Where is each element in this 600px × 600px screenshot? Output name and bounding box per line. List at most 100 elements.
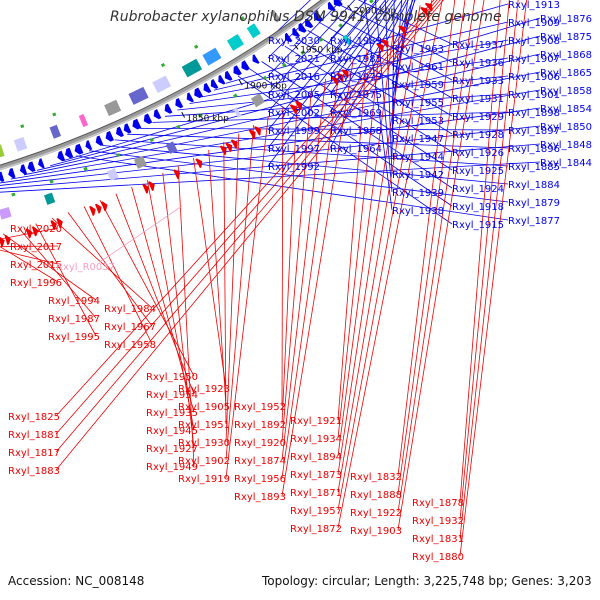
forward-gene-label: Rxyl_1942 [392,170,444,181]
reverse-gene-arrow [4,234,11,246]
reverse-gene-arrow [289,104,297,114]
forward-gene-label: Rxyl_1937 [452,40,504,51]
forward-connector [201,39,509,98]
reverse-gene-label: Rxyl_1930 [178,438,230,449]
forward-connector [329,0,389,77]
forward-connector [329,0,403,113]
forward-gene-label: Rxyl_1938 [392,206,444,217]
reverse-gene-arrow [336,72,344,82]
forward-gene-arrow [105,131,114,142]
forward-connector [267,0,377,131]
green-marker [20,124,25,129]
forward-gene-label: Rxyl_1915 [452,220,504,231]
reverse-connector [337,27,395,457]
reverse-gene-arrow [56,218,63,229]
forward-gene-arrow [292,27,301,38]
green-marker [83,166,88,171]
reverse-gene-label: Rxyl_1892 [234,420,286,431]
reverse-connector [397,0,476,513]
reverse-gene-label: Rxyl_1878 [412,498,464,509]
category-block [13,136,28,152]
reverse-gene-label: Rxyl_1923 [178,384,230,395]
forward-gene-label: Rxyl_1963 [392,44,444,55]
reverse-connector [55,0,441,453]
green-marker [116,153,121,158]
forward-gene-label: Rxyl_1992 [268,162,320,173]
reverse-connector [67,212,153,327]
forward-gene-label: Rxyl_1985 [330,54,382,65]
forward-gene-arrow [0,171,5,182]
forward-connector [267,0,342,77]
reverse-gene-label: Rxyl_1927 [146,444,198,455]
forward-gene-label: Rxyl_1913 [508,0,560,11]
reverse-connector [225,124,254,461]
reverse-connector [83,206,153,345]
reverse-gene-label: Rxyl_2015 [10,260,62,271]
forward-gene-label: Rxyl_1896 [508,144,560,155]
rna-connector [99,205,183,263]
kbp-tick [181,111,185,118]
reverse-gene-label: Rxyl_2017 [10,242,62,253]
reverse-gene-label: Rxyl_1883 [8,466,60,477]
forward-gene-label: Rxyl_1879 [508,198,560,209]
forward-gene-label: Rxyl_1865 [540,68,592,79]
forward-gene-arrow [19,164,28,175]
reverse-gene-label: Rxyl_1957 [290,506,342,517]
forward-gene-label: Rxyl_1953 [392,116,444,127]
forward-gene-label: Rxyl_1906 [508,72,560,83]
forward-gene-arrow [313,11,323,22]
forward-gene-label: Rxyl_1979 [330,72,382,83]
reverse-gene-label: Rxyl_1954 [146,390,198,401]
reverse-gene-label: Rxyl_1881 [8,430,60,441]
reverse-gene-label: Rxyl_1934 [290,434,342,445]
forward-connector [391,0,403,139]
forward-gene-arrow [233,65,242,76]
reverse-gene-label: Rxyl_1893 [234,492,286,503]
forward-gene-arrow [175,98,184,109]
forward-connector [0,161,541,193]
forward-connector [329,0,407,131]
forward-connector [10,89,541,180]
kbp-tick-label: 1850 kbp [186,114,229,124]
category-block-outer [165,141,178,154]
forward-gene-arrow [186,92,194,103]
forward-gene-label: Rxyl_1850 [540,122,592,133]
reverse-gene-arrow [225,142,233,153]
reverse-gene-arrow [142,183,150,194]
reverse-gene-label: Rxyl_1932 [412,516,464,527]
forward-gene-label: Rxyl_1955 [392,98,444,109]
forward-gene-arrow [153,109,162,120]
forward-connector [391,0,416,67]
kbp-tick [238,79,243,86]
category-block-outer [342,34,352,46]
green-marker [160,62,166,68]
green-marker [49,179,54,184]
forward-connector [76,155,509,221]
forward-gene-arrow [85,140,93,151]
reverse-connector [397,0,485,531]
forward-connector [152,111,509,123]
forward-connector [340,5,453,63]
forward-gene-label: Rxyl_2021 [268,54,320,65]
forward-gene-label: Rxyl_1936 [452,58,504,69]
green-marker [194,44,199,49]
reverse-connector [223,141,227,425]
forward-gene-label: Rxyl_1848 [540,140,592,151]
reverse-gene-arrow [0,236,5,247]
forward-connector [296,38,453,135]
reverse-gene-label: Rxyl_1903 [350,526,402,537]
green-marker [281,63,287,68]
forward-gene-arrow [65,147,74,159]
reverse-connector [281,88,312,443]
forward-gene-label: Rxyl_1944 [392,152,444,163]
forward-connector [284,45,453,153]
forward-gene-label: Rxyl_1947 [392,134,444,145]
forward-gene-label: Rxyl_1885 [508,162,560,173]
reverse-connector [397,0,466,495]
reverse-connector [337,48,368,421]
reverse-gene-arrow [173,169,180,180]
category-block-outer [0,206,12,220]
reverse-gene-label: Rxyl_1951 [178,420,230,431]
reverse-gene-label: Rxyl_1920 [234,438,286,449]
forward-gene-arrow [143,113,153,125]
